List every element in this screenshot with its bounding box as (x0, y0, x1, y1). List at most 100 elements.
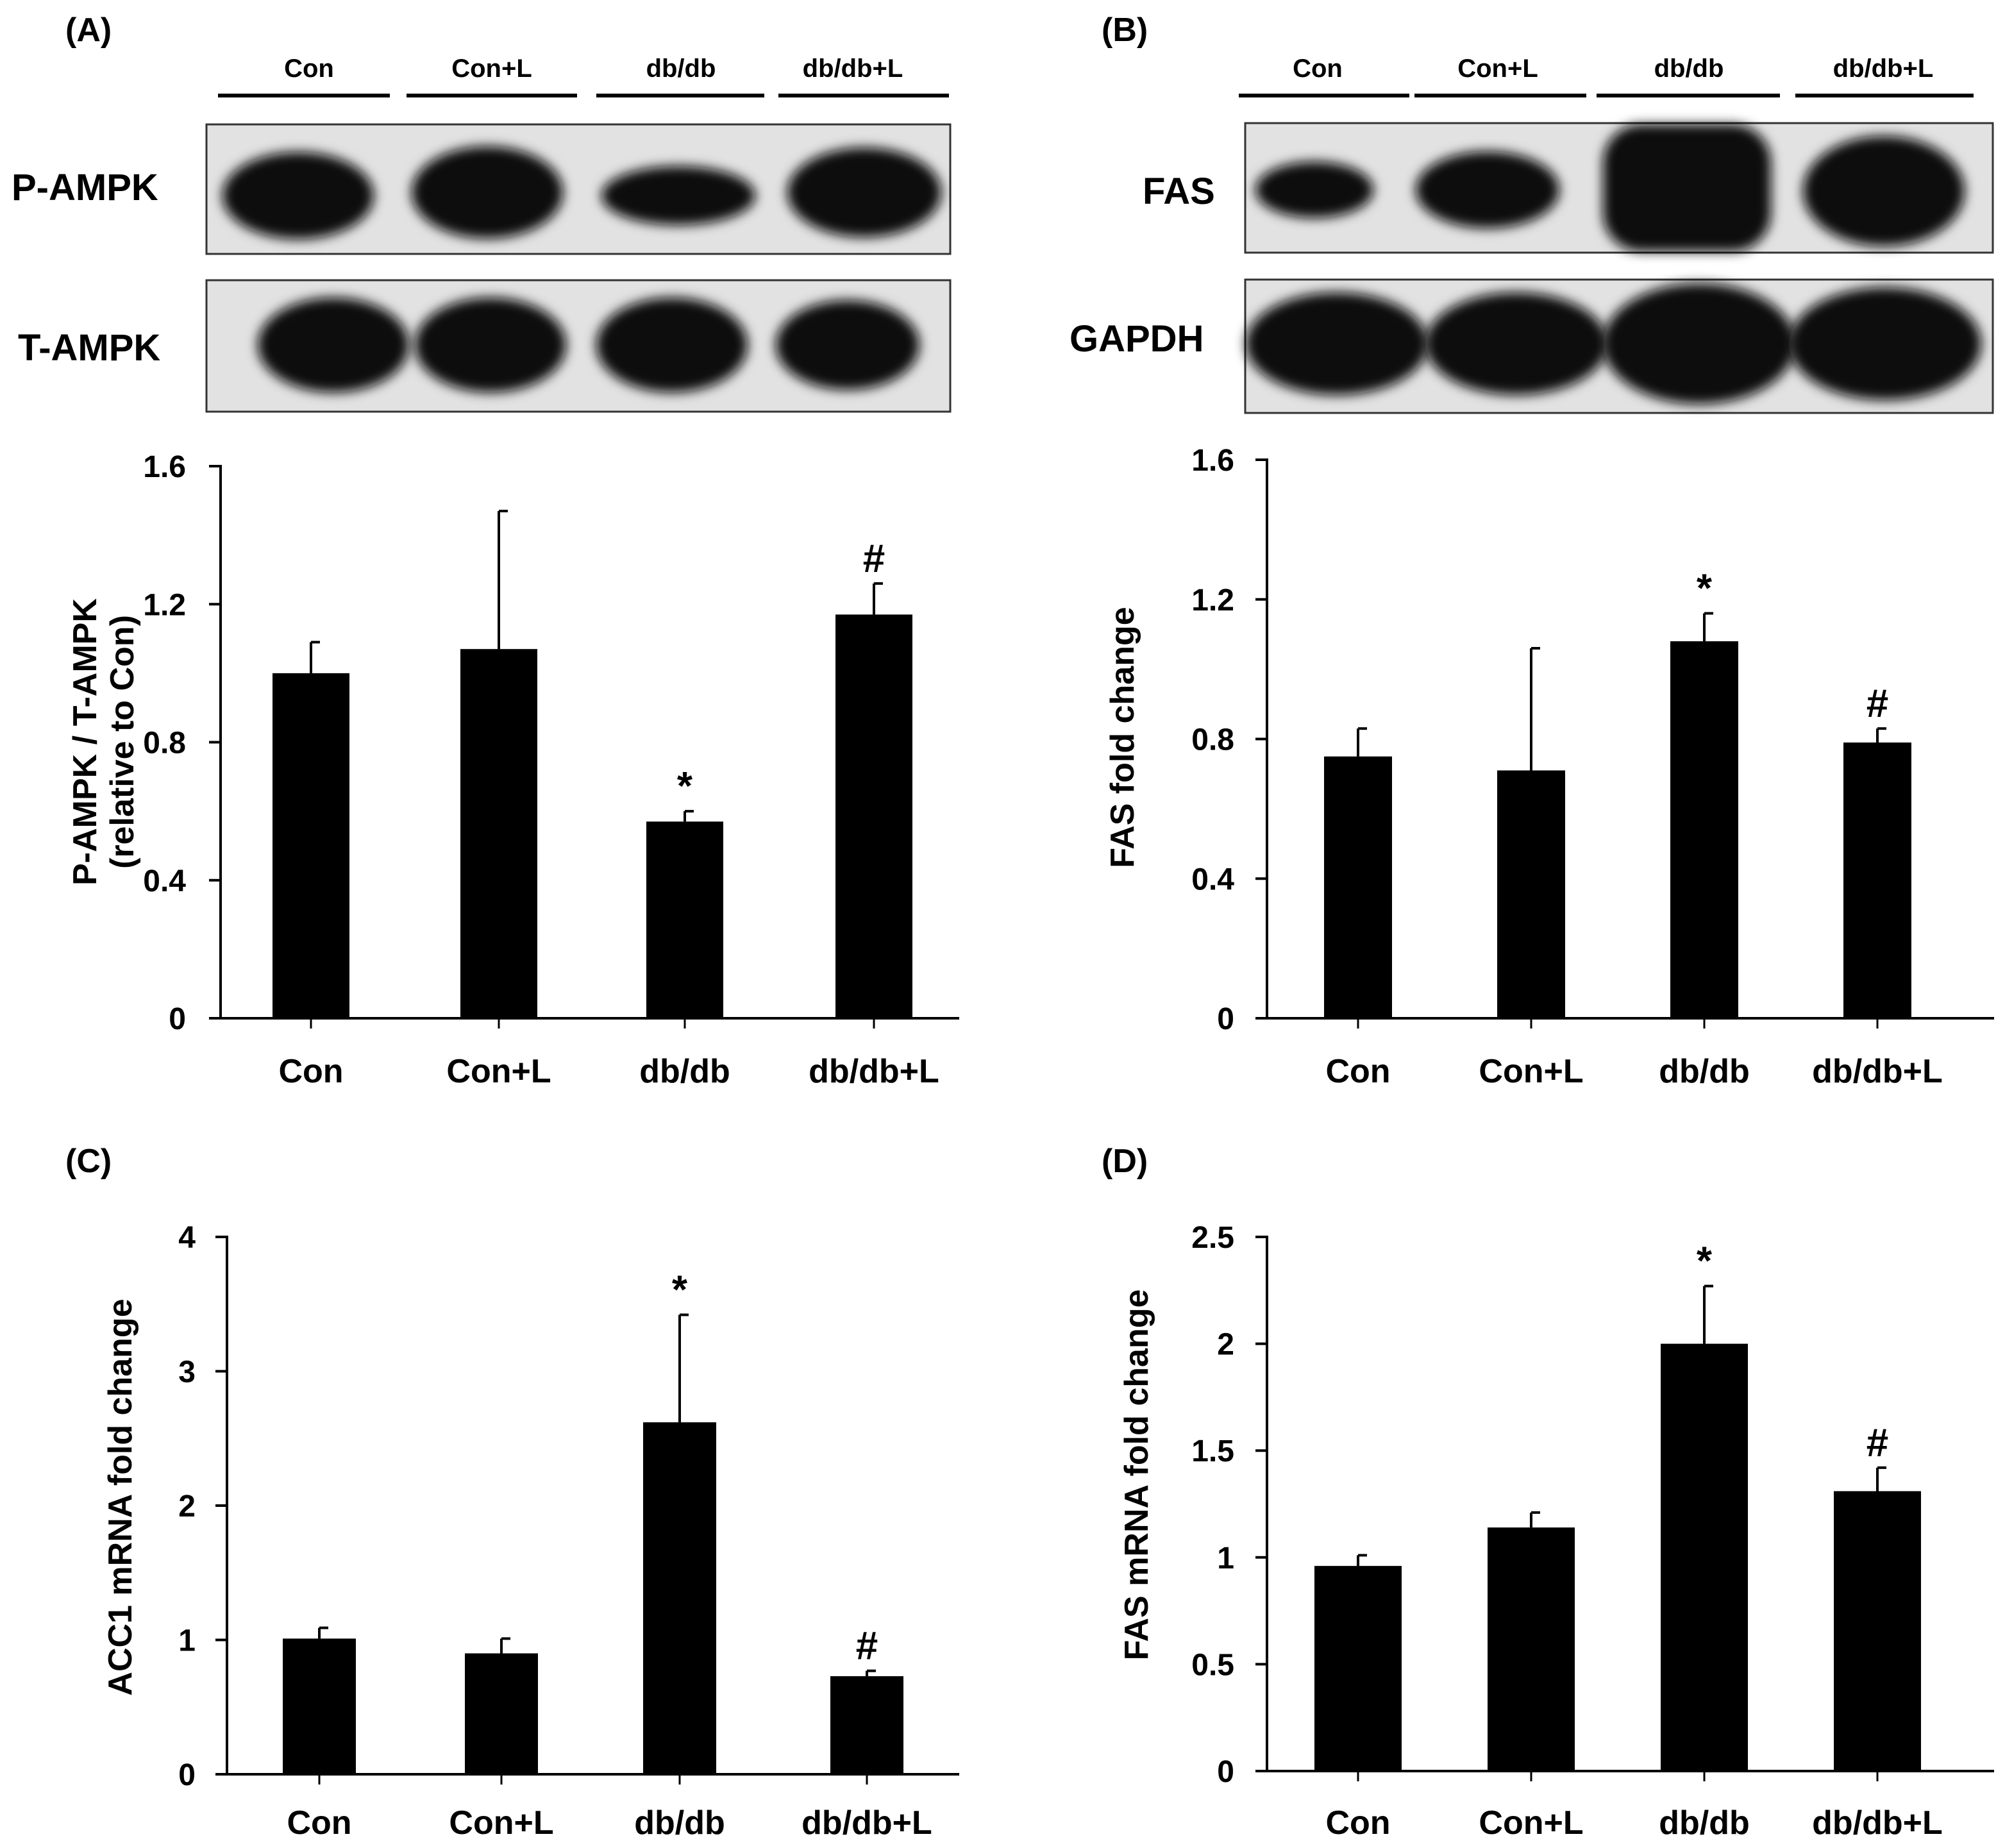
significance-marker: * (1697, 1239, 1713, 1284)
blot-row-label-fas: FAS (1143, 171, 1215, 212)
band (1803, 136, 1965, 246)
x-tick-label: Con (278, 1053, 343, 1090)
x-tick-label: db/db+L (1812, 1053, 1943, 1090)
y-axis-label: FAS fold change (1104, 607, 1141, 868)
y-tick-label: 1.2 (143, 588, 186, 622)
panel-label-d: (D) (1102, 1143, 1148, 1180)
bar-chart-b: 0 0.4 0.8 1.2 1.6 Con Con+L db/db * db/db+L # FAS f… (1104, 444, 1994, 1090)
y-tick-label: 0.4 (143, 864, 186, 898)
blot-row-label-p-ampk: P-AMPK (12, 167, 158, 208)
bar (1843, 742, 1911, 1018)
significance-marker: # (1867, 682, 1888, 726)
blot-group-label: db/db (1654, 55, 1724, 83)
bar (1497, 770, 1565, 1018)
panel-label-c: (C) (65, 1143, 112, 1180)
y-axis-label: P-AMPK / T-AMPK (67, 598, 104, 886)
blot-group-label: db/db+L (803, 55, 903, 83)
blot-group-label: Con (284, 55, 334, 83)
bar (830, 1676, 903, 1774)
blot-group-label: Con+L (1457, 55, 1538, 83)
x-tick-label: Con (287, 1804, 351, 1842)
bar (1661, 1343, 1748, 1771)
bar (273, 673, 349, 1018)
blot-group-label: db/db (646, 55, 716, 83)
band (1603, 283, 1795, 404)
y-tick-label: 1 (1217, 1541, 1234, 1575)
blot-row-label-gapdh: GAPDH (1070, 318, 1204, 360)
bar-chart-c: 0 1 2 3 4 Con Con+L db/db * db/db+L # ACC1 mRNA fol… (102, 1221, 959, 1842)
panel-label-a: (A) (65, 12, 112, 49)
blot-row-label-t-ampk: T-AMPK (18, 327, 160, 369)
bar (465, 1653, 538, 1774)
bar (1488, 1527, 1575, 1771)
x-tick-label: Con+L (446, 1053, 551, 1090)
y-tick-label: 0 (178, 1758, 196, 1792)
blot-group-label: Con (1293, 55, 1343, 83)
x-tick-label: Con (1325, 1053, 1390, 1090)
bar (646, 821, 723, 1018)
bar-chart-a: 0 0.4 0.8 1.2 1.6 Con Con+L db/db * db/db+L # P-AMP… (67, 450, 959, 1090)
x-tick-label: db/db+L (1812, 1804, 1943, 1842)
y-axis-label: ACC1 mRNA fold change (102, 1298, 139, 1695)
band (1789, 287, 1981, 400)
y-tick-label: 0.8 (1191, 723, 1234, 757)
bar-chart-d: 0 0.5 1 1.5 2 2.5 Con Con+L db/db * db/db+L # FAS mR… (1118, 1221, 1994, 1842)
band (415, 298, 566, 392)
y-tick-label: 1.5 (1191, 1434, 1234, 1468)
band (1425, 292, 1607, 395)
band (787, 147, 941, 237)
band (222, 152, 374, 239)
y-axis-label: FAS mRNA fold change (1118, 1289, 1155, 1661)
bar (1324, 756, 1392, 1018)
band (1246, 292, 1428, 395)
x-tick-label: db/db (634, 1804, 725, 1842)
bar (1314, 1566, 1402, 1771)
y-tick-label: 2 (1217, 1328, 1234, 1362)
y-tick-label: 0.5 (1191, 1648, 1234, 1682)
bar (1670, 641, 1738, 1018)
x-tick-label: db/db (1659, 1804, 1750, 1842)
y-tick-label: 0 (1217, 1755, 1234, 1789)
band (601, 166, 755, 225)
bar (835, 614, 912, 1018)
x-tick-label: Con+L (1479, 1804, 1583, 1842)
significance-marker: * (1697, 567, 1713, 611)
x-tick-label: Con (1325, 1804, 1390, 1842)
y-tick-label: 1.2 (1191, 584, 1234, 617)
x-tick-label: db/db+L (801, 1804, 932, 1842)
y-tick-label: 3 (178, 1356, 196, 1390)
blot-group-label: Con+L (451, 55, 532, 83)
band (776, 300, 919, 390)
significance-marker: # (856, 1624, 878, 1668)
panel-label-b: (B) (1102, 12, 1148, 49)
significance-marker: * (677, 764, 693, 809)
bar (1834, 1491, 1921, 1771)
western-blot-b: Con Con+L db/db db/db+L FAS GAPDH (1070, 55, 1994, 414)
x-tick-label: Con+L (1479, 1053, 1583, 1090)
x-tick-label: db/db (1659, 1053, 1750, 1090)
y-tick-label: 0.4 (1191, 862, 1234, 896)
bar (643, 1422, 716, 1774)
y-tick-label: 4 (178, 1221, 196, 1255)
x-tick-label: Con+L (449, 1804, 553, 1842)
band (258, 298, 409, 392)
bar (460, 649, 537, 1018)
band (1255, 162, 1373, 218)
y-axis-label-secondary: (relative to Con) (104, 615, 141, 869)
x-tick-label: db/db (639, 1053, 730, 1090)
y-tick-label: 2.5 (1191, 1221, 1234, 1255)
y-tick-label: 0 (1217, 1002, 1234, 1036)
band (596, 298, 748, 392)
y-tick-label: 1 (178, 1624, 196, 1658)
band (1416, 151, 1559, 228)
x-tick-label: db/db+L (809, 1053, 939, 1090)
y-tick-label: 0.8 (143, 727, 186, 760)
band (1603, 124, 1771, 251)
significance-marker: * (672, 1268, 688, 1313)
y-tick-label: 1.6 (143, 450, 186, 484)
significance-marker: # (1867, 1421, 1888, 1465)
y-tick-label: 0 (169, 1002, 186, 1036)
y-tick-label: 1.6 (1191, 444, 1234, 478)
band (412, 146, 563, 239)
